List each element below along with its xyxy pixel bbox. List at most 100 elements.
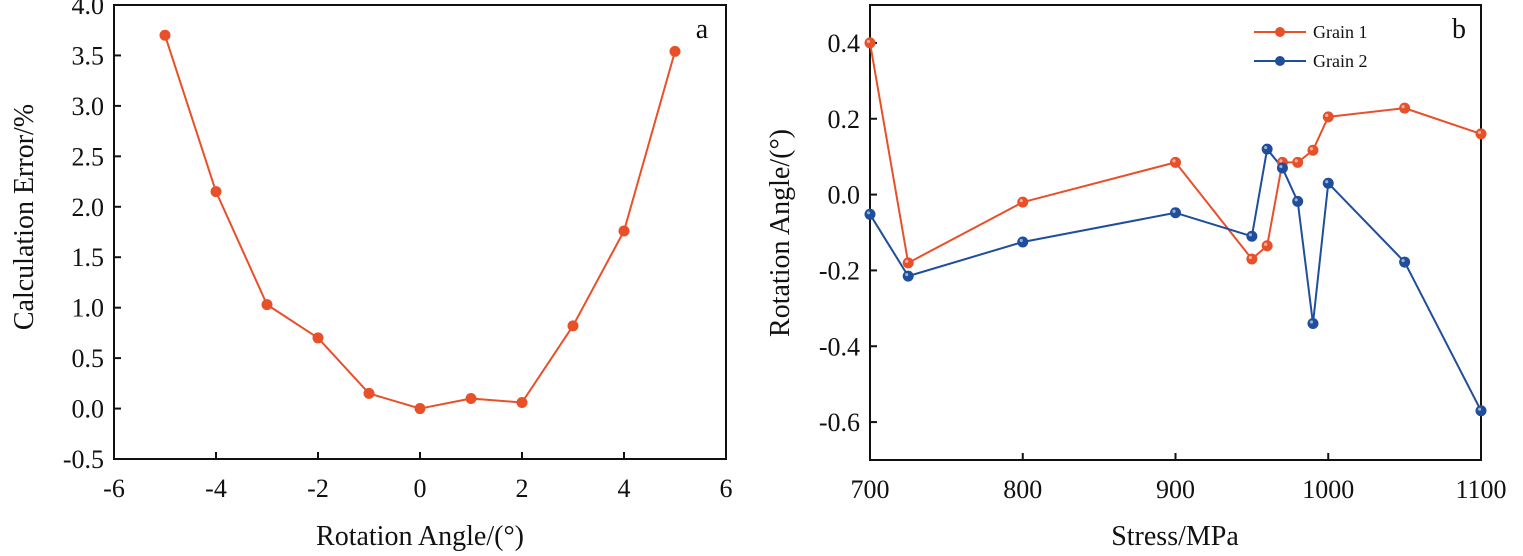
data-point [567,320,579,332]
panel-label-a: a [696,14,709,45]
y-tick-label: 2.0 [72,193,105,222]
data-point [1475,128,1487,140]
series-line-grain-1 [869,42,1482,264]
data-point-highlight [1401,258,1405,263]
data-point [1292,156,1304,168]
legend-label-grain-1: Grain 1 [1313,22,1367,42]
x-axis-title-b: Stress/MPa [1111,521,1239,552]
data-point [1170,207,1181,219]
data-point [210,186,222,198]
data-point-highlight [905,259,909,263]
y-tick-label: -0.4 [819,332,860,361]
y-tick-label: 1.5 [72,243,105,272]
data-point [1261,143,1273,155]
data-point [1475,405,1487,417]
y-tick-label: 0.0 [72,395,105,424]
series-points-b [864,37,1487,417]
chart-panel-b: 700 800 900 1000 1100 -0.6 -0.4 -0.2 0.0 0.2 0.4 b… [765,4,1507,552]
y-tick-label: 1.0 [72,294,105,323]
data-point [864,37,876,49]
y-tick-label: -0.2 [819,256,860,285]
y-tick-label: 0.4 [828,29,861,58]
series-line-grain-2 [869,148,1482,412]
axis-ticks-b: 700 800 900 1000 1100 -0.6 -0.4 -0.2 0.0 0.2 0.4 [819,29,1507,504]
y-tick-label: 4.0 [72,0,105,20]
legend-item-grain-1: Grain 1 [1254,22,1367,42]
y-tick-label: -0.6 [819,408,860,437]
data-point [414,403,426,415]
data-point-highlight [1477,130,1482,135]
series-line-calculation-error [164,34,676,410]
data-point-highlight [1279,164,1283,169]
plot-frame-a [113,4,727,460]
x-tick-label: 800 [1003,475,1042,504]
series-lines-a [164,34,676,410]
data-point [902,270,914,282]
x-tick-label: -2 [307,474,329,503]
x-tick-label: 1100 [1455,475,1506,504]
plot-frame-b [869,4,1482,461]
y-tick-label: 0.2 [828,105,861,134]
data-point [159,29,171,41]
data-point-highlight [1294,159,1298,163]
data-point [1292,195,1304,207]
y-axis-title-b: Rotation Angle/(°) [765,129,796,337]
panel-label-b: b [1452,14,1466,45]
data-point-highlight [1019,199,1023,203]
data-point [1307,144,1319,156]
y-tick-label: -0.5 [63,445,104,474]
y-axis-title-a: Calculation Error/% [9,104,40,330]
data-point-highlight [866,211,871,215]
data-point [261,299,273,311]
data-point [516,397,528,409]
data-point [1322,177,1334,189]
data-point [864,208,876,220]
data-point [1246,253,1258,265]
data-point-highlight [1019,238,1023,243]
data-point-highlight [1401,105,1405,109]
data-point [1399,102,1411,114]
y-tick-label: 3.0 [72,92,105,121]
series-points-a [159,29,681,415]
legend-marker-grain-1 [1275,27,1285,37]
data-point [669,45,681,57]
axis-ticks-a: -6 -4 -2 0 2 4 6 -0.5 0.0 0.5 1.0 1.5 2.0 2.5 3.0 3.5 4.… [63,0,733,503]
data-point [312,332,324,344]
chart-panel-a: -6 -4 -2 0 2 4 6 -0.5 0.0 0.5 1.0 1.5 2.0 2.5 3.0 3.5 4.… [9,0,733,552]
x-tick-label: 4 [618,474,631,503]
x-tick-label: 6 [720,474,733,503]
data-point [1399,256,1411,268]
data-point [1276,162,1288,174]
data-point [618,225,630,237]
data-point [1322,111,1334,123]
data-point [1017,236,1029,248]
data-point [1170,156,1181,168]
data-point-highlight [1264,145,1268,150]
data-point [902,257,914,269]
data-point-highlight [905,273,909,277]
x-tick-label: 0 [414,474,427,503]
data-point-highlight [1325,180,1329,184]
series-lines-b [869,42,1482,412]
data-point-highlight [1172,209,1176,213]
data-point-highlight [1309,320,1314,324]
data-point-highlight [1309,147,1314,151]
data-point [1246,230,1258,242]
data-point-highlight [1477,407,1482,411]
x-tick-label: -6 [103,474,125,503]
data-point-highlight [1248,255,1252,260]
y-tick-label: 0.5 [72,344,105,373]
data-point-highlight [1248,233,1252,237]
legend-marker-grain-2 [1275,56,1285,66]
y-tick-label: 2.5 [72,142,105,171]
x-tick-label: 1000 [1302,475,1354,504]
data-point [465,392,477,404]
x-tick-label: 900 [1156,475,1195,504]
legend: Grain 1 Grain 2 [1254,22,1367,71]
data-point [1261,240,1273,252]
x-axis-title-a: Rotation Angle/(°) [316,521,524,552]
y-tick-label: 3.5 [72,41,105,70]
data-point-highlight [1172,159,1176,163]
data-point-highlight [1264,242,1268,246]
